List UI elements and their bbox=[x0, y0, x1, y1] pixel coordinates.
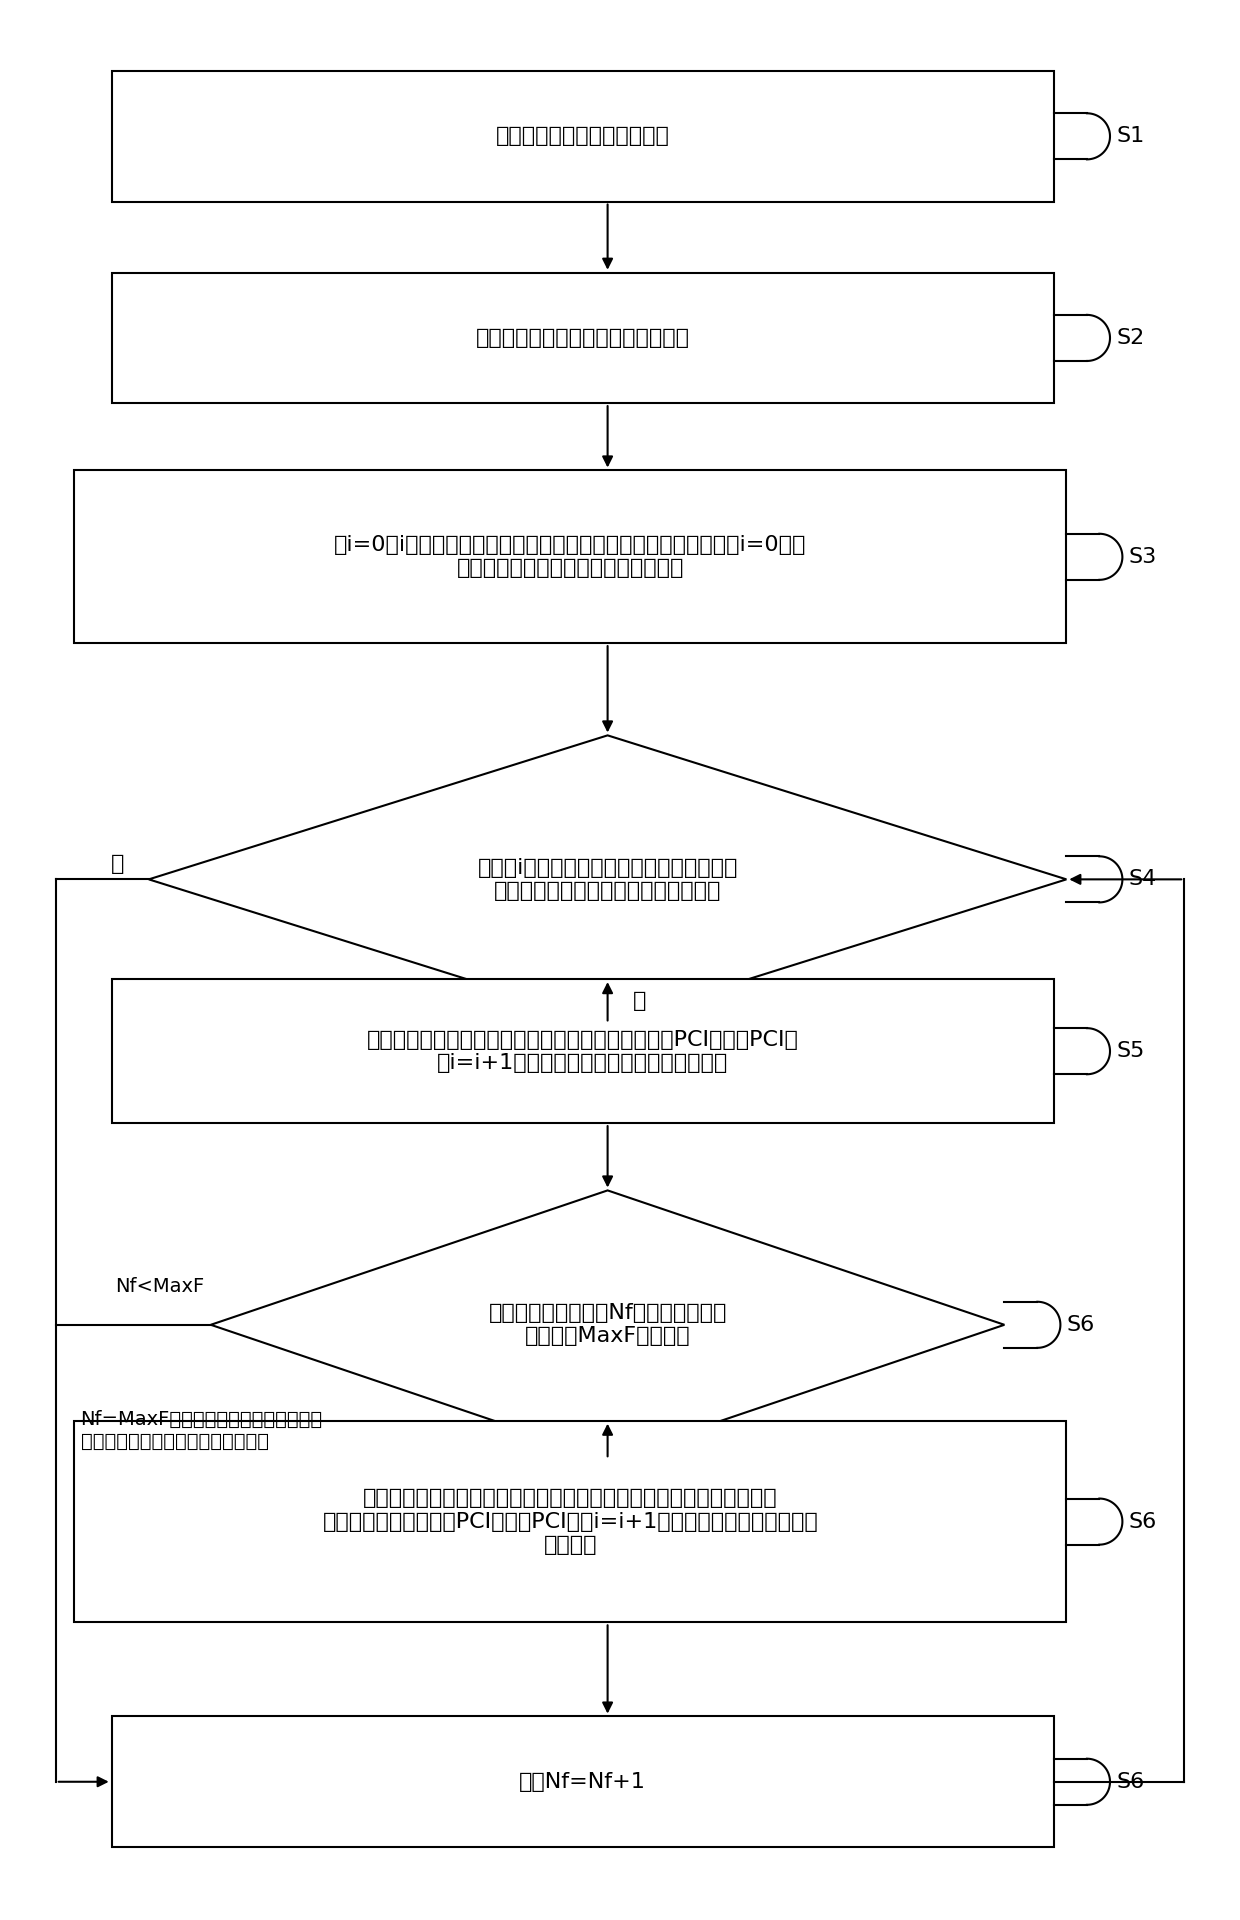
Text: S3: S3 bbox=[1128, 547, 1157, 566]
FancyBboxPatch shape bbox=[112, 273, 1054, 403]
Text: 确定目标区域内各小区的邻区: 确定目标区域内各小区的邻区 bbox=[496, 127, 670, 146]
Text: 将当前异频频点个数Nf与预设最大异频
频点个数MaxF进行比较: 将当前异频频点个数Nf与预设最大异频 频点个数MaxF进行比较 bbox=[489, 1304, 727, 1346]
Text: 为本小区分配模值，并根据本小区分配的模值从可用PCI中分配PCI，
将i=i+1直至目标区域内所有小区均被选择过: 为本小区分配模值，并根据本小区分配的模值从可用PCI中分配PCI， 将i=i+1… bbox=[367, 1029, 799, 1073]
Text: S1: S1 bbox=[1116, 127, 1145, 146]
Text: S6: S6 bbox=[1066, 1315, 1095, 1334]
Text: 否: 否 bbox=[110, 854, 124, 874]
Text: 令i=0，i为对目标区域内各小区进行优先级排序后的小区序号，第i=0个小
区为按照优先级从高到低的第一个小区: 令i=0，i为对目标区域内各小区进行优先级排序后的小区序号，第i=0个小 区为按… bbox=[335, 536, 806, 578]
Text: 是: 是 bbox=[632, 991, 646, 1012]
Text: 对目标区域内各小区进行优先级排序: 对目标区域内各小区进行优先级排序 bbox=[476, 328, 689, 348]
FancyBboxPatch shape bbox=[74, 470, 1066, 643]
FancyBboxPatch shape bbox=[112, 71, 1054, 202]
Text: Nf=MaxF且本小区的邻区个数仍然不满
足当前异频频点个数的异频组网要求: Nf=MaxF且本小区的邻区个数仍然不满 足当前异频频点个数的异频组网要求 bbox=[81, 1409, 322, 1452]
Text: S5: S5 bbox=[1116, 1041, 1145, 1062]
Polygon shape bbox=[211, 1190, 1004, 1459]
Text: 对未分配模值的邻区采取局部异频的方式为本小区分配模值，并根据本
小区分配的模值从可用PCI中分配PCI，将i=i+1直至目标区域内所有小区均
被选择过: 对未分配模值的邻区采取局部异频的方式为本小区分配模值，并根据本 小区分配的模值从… bbox=[322, 1488, 818, 1555]
FancyBboxPatch shape bbox=[112, 979, 1054, 1123]
FancyBboxPatch shape bbox=[112, 1716, 1054, 1847]
Text: Nf<MaxF: Nf<MaxF bbox=[115, 1277, 205, 1296]
FancyBboxPatch shape bbox=[74, 1421, 1066, 1622]
Text: S2: S2 bbox=[1116, 328, 1145, 348]
Text: S6: S6 bbox=[1128, 1511, 1157, 1532]
Text: 调整Nf=Nf+1: 调整Nf=Nf+1 bbox=[520, 1772, 646, 1791]
Text: S4: S4 bbox=[1128, 870, 1157, 889]
Text: 选择第i个小区，判断本小区的邻区个数是否
满足当前异频频点个数的异频组网要求: 选择第i个小区，判断本小区的邻区个数是否 满足当前异频频点个数的异频组网要求 bbox=[477, 858, 738, 900]
Text: S6: S6 bbox=[1116, 1772, 1145, 1791]
Polygon shape bbox=[149, 735, 1066, 1023]
